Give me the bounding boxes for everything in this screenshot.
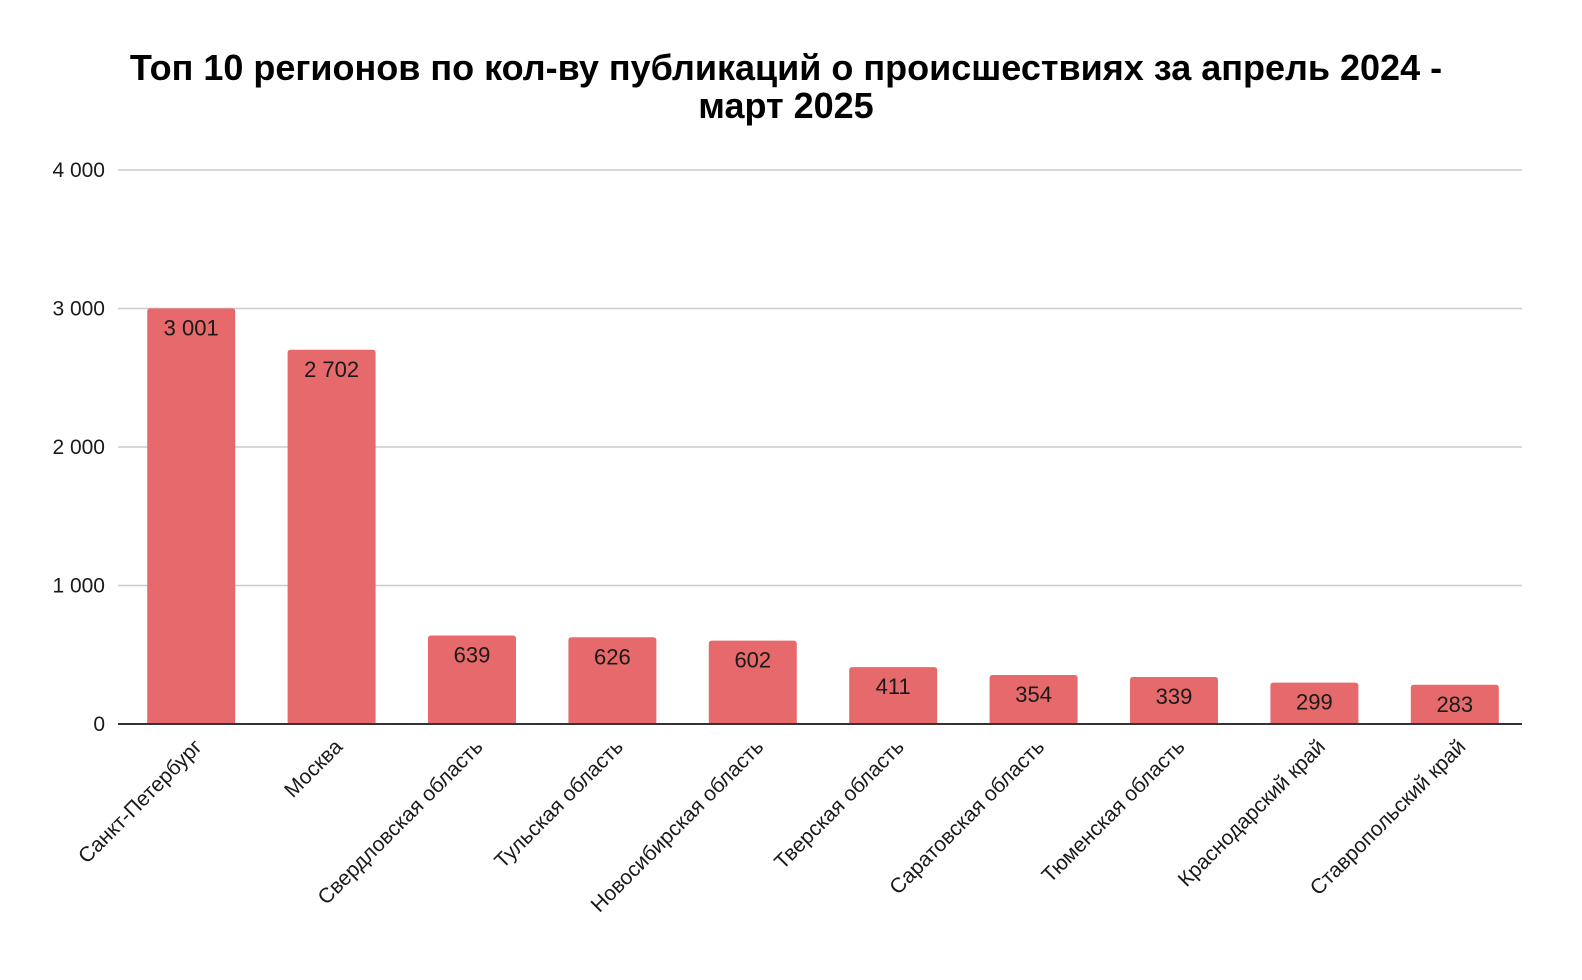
bar-value-label: 3 001	[164, 315, 219, 340]
y-tick-label: 3 000	[52, 298, 105, 321]
bar	[989, 674, 1078, 724]
bar-value-label: 339	[1156, 684, 1193, 709]
x-category-label: Ставропольский край	[1306, 735, 1471, 900]
bar	[428, 635, 516, 724]
y-tick-label: 4 000	[52, 159, 105, 182]
data-labels: 3 001 2 702 639 626 602 411 354 339 299 283	[164, 315, 1473, 716]
bar	[1270, 682, 1359, 724]
bar-value-label: 283	[1436, 692, 1473, 717]
x-category-label: Санкт-Петербург	[74, 735, 207, 868]
y-tick-label: 0	[93, 713, 105, 736]
x-category-label: Тверская область	[770, 735, 909, 874]
x-category-label: Тульская область	[490, 735, 628, 873]
chart-title-line-1: Топ 10 регионов по кол-ву публикаций о п…	[130, 47, 1442, 88]
x-category-label: Тюменская область	[1038, 735, 1190, 887]
y-tick-label: 2 000	[52, 436, 105, 459]
bar	[708, 640, 797, 724]
bar-value-label: 639	[454, 642, 491, 667]
bar-value-label: 299	[1296, 690, 1333, 715]
bar-value-label: 2 702	[304, 357, 359, 382]
x-category-label: Москва	[280, 735, 347, 802]
x-category-label: Саратовская область	[885, 735, 1049, 899]
bar	[1130, 677, 1218, 724]
bar	[147, 308, 236, 724]
x-category-label: Краснодарский край	[1174, 735, 1330, 891]
y-axis-ticks: 0 1 000 2 000 3 000 4 000	[52, 159, 105, 736]
bar	[568, 637, 657, 724]
bar	[849, 667, 938, 724]
x-category-label: Свердловская область	[314, 735, 488, 909]
bar-value-label: 626	[594, 644, 631, 669]
bar	[1410, 684, 1499, 724]
bars	[147, 308, 1499, 724]
bar-value-label: 411	[876, 674, 911, 699]
chart-title-line-2: март 2025	[698, 85, 873, 126]
bar-value-label: 602	[734, 648, 771, 673]
bar	[287, 349, 376, 724]
bar-value-label: 354	[1015, 682, 1052, 707]
y-tick-label: 1 000	[52, 575, 105, 598]
